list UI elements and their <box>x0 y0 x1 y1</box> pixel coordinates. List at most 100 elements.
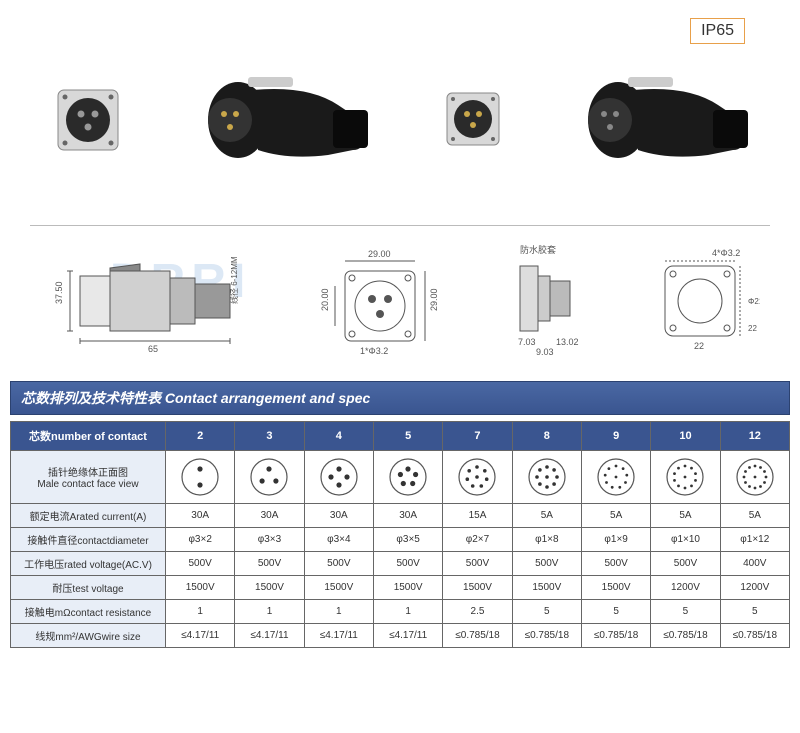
product-images-row <box>0 0 800 215</box>
data-cell: 1 <box>304 600 373 624</box>
data-cell: φ1×10 <box>651 528 720 552</box>
table-row: 插针绝缘体正面图Male contact face view <box>11 451 790 504</box>
col-h: 3 <box>235 422 304 451</box>
data-cell: 5 <box>720 600 789 624</box>
data-cell: 1 <box>166 600 235 624</box>
data-cell: 500V <box>512 552 581 576</box>
section-divider <box>30 225 770 226</box>
table-row: 工作电压rated voltage(AC.V)500V500V500V500V5… <box>11 552 790 576</box>
data-cell: 500V <box>443 552 512 576</box>
data-cell: 1500V <box>373 576 442 600</box>
data-cell: φ3×5 <box>373 528 442 552</box>
data-cell: 15A <box>443 504 512 528</box>
technical-drawings: DRRI 37.50 65 线径 6-12MM 29.00 29.00 20.0… <box>0 246 800 381</box>
data-cell: 5 <box>512 600 581 624</box>
data-cell: ≤0.785/18 <box>443 624 512 648</box>
data-cell: ≤0.785/18 <box>512 624 581 648</box>
ip-rating-badge: IP65 <box>690 18 745 44</box>
data-cell: φ3×3 <box>235 528 304 552</box>
svg-text:4*Φ3.2: 4*Φ3.2 <box>712 248 740 258</box>
svg-text:7.03: 7.03 <box>518 337 536 347</box>
face-cell <box>304 451 373 504</box>
data-cell: 5 <box>651 600 720 624</box>
row-label: 额定电流Arated current(A) <box>11 504 166 528</box>
table-row: 接触件直径contactdiameterφ3×2φ3×3φ3×4φ3×5φ2×7… <box>11 528 790 552</box>
svg-text:20.00: 20.00 <box>320 288 330 311</box>
data-cell: 400V <box>720 552 789 576</box>
svg-text:22: 22 <box>694 341 704 351</box>
face-cell <box>651 451 720 504</box>
face-cell <box>373 451 442 504</box>
data-cell: 5A <box>651 504 720 528</box>
svg-text:9.03: 9.03 <box>536 347 554 357</box>
data-cell: φ3×4 <box>304 528 373 552</box>
col-h: 2 <box>166 422 235 451</box>
data-cell: 5 <box>581 600 650 624</box>
product-socket-2 <box>433 75 513 165</box>
data-cell: φ1×8 <box>512 528 581 552</box>
col-h: 8 <box>512 422 581 451</box>
svg-text:线径 6-12MM: 线径 6-12MM <box>229 256 239 304</box>
spec-table: 芯数number of contact 2 3 4 5 7 8 9 10 12 … <box>10 421 790 648</box>
data-cell: ≤4.17/11 <box>373 624 442 648</box>
drawing-mount-pattern: 4*Φ3.2 Φ21 22 22 <box>640 246 760 356</box>
data-cell: 500V <box>304 552 373 576</box>
data-cell: 1500V <box>512 576 581 600</box>
col-h: 9 <box>581 422 650 451</box>
data-cell: φ2×7 <box>443 528 512 552</box>
data-cell: ≤0.785/18 <box>581 624 650 648</box>
data-cell: 500V <box>235 552 304 576</box>
data-cell: 500V <box>373 552 442 576</box>
col-h: 10 <box>651 422 720 451</box>
header-label: 芯数number of contact <box>11 422 166 451</box>
drawing-socket-front: 29.00 29.00 20.00 1*Φ3.2 <box>310 241 450 361</box>
data-cell: ≤0.785/18 <box>651 624 720 648</box>
data-cell: 1200V <box>720 576 789 600</box>
data-cell: φ1×12 <box>720 528 789 552</box>
data-cell: 1 <box>235 600 304 624</box>
col-h: 7 <box>443 422 512 451</box>
svg-text:防水胶套: 防水胶套 <box>520 244 556 255</box>
data-cell: 5A <box>512 504 581 528</box>
data-cell: 1500V <box>443 576 512 600</box>
data-cell: ≤4.17/11 <box>166 624 235 648</box>
product-socket-1 <box>43 70 133 170</box>
data-cell: 30A <box>304 504 373 528</box>
data-cell: 2.5 <box>443 600 512 624</box>
data-cell: 1500V <box>304 576 373 600</box>
data-cell: ≤4.17/11 <box>304 624 373 648</box>
table-row: 耐压test voltage1500V1500V1500V1500V1500V1… <box>11 576 790 600</box>
face-cell <box>720 451 789 504</box>
svg-text:65: 65 <box>148 344 158 354</box>
svg-text:29.00: 29.00 <box>429 288 439 311</box>
table-row: 额定电流Arated current(A)30A30A30A30A15A5A5A… <box>11 504 790 528</box>
col-h: 4 <box>304 422 373 451</box>
data-cell: 500V <box>651 552 720 576</box>
table-row: 接触电mΩcontact resistance11112.55555 <box>11 600 790 624</box>
data-cell: 500V <box>166 552 235 576</box>
data-cell: 1500V <box>581 576 650 600</box>
drawing-plug: 37.50 65 线径 6-12MM <box>40 246 270 356</box>
section-title: 芯数排列及技术特性表 Contact arrangement and spec <box>10 381 790 415</box>
data-cell: 1 <box>373 600 442 624</box>
row-label: 接触电mΩcontact resistance <box>11 600 166 624</box>
data-cell: 30A <box>373 504 442 528</box>
table-row: 线规mm²/AWGwire size≤4.17/11≤4.17/11≤4.17/… <box>11 624 790 648</box>
col-h: 5 <box>373 422 442 451</box>
data-cell: φ1×9 <box>581 528 650 552</box>
data-cell: 1500V <box>166 576 235 600</box>
row-label: 插针绝缘体正面图Male contact face view <box>11 451 166 504</box>
product-plug-2 <box>568 55 758 185</box>
data-cell: 30A <box>166 504 235 528</box>
face-cell <box>235 451 304 504</box>
col-h: 12 <box>720 422 789 451</box>
drawing-socket-side: 防水胶套 7.03 9.03 13.02 <box>490 241 600 361</box>
data-cell: ≤0.785/18 <box>720 624 789 648</box>
table-header-row: 芯数number of contact 2 3 4 5 7 8 9 10 12 <box>11 422 790 451</box>
row-label: 工作电压rated voltage(AC.V) <box>11 552 166 576</box>
row-label: 耐压test voltage <box>11 576 166 600</box>
data-cell: 1200V <box>651 576 720 600</box>
svg-text:22: 22 <box>748 324 757 333</box>
face-cell <box>166 451 235 504</box>
svg-text:Φ21: Φ21 <box>748 297 760 306</box>
